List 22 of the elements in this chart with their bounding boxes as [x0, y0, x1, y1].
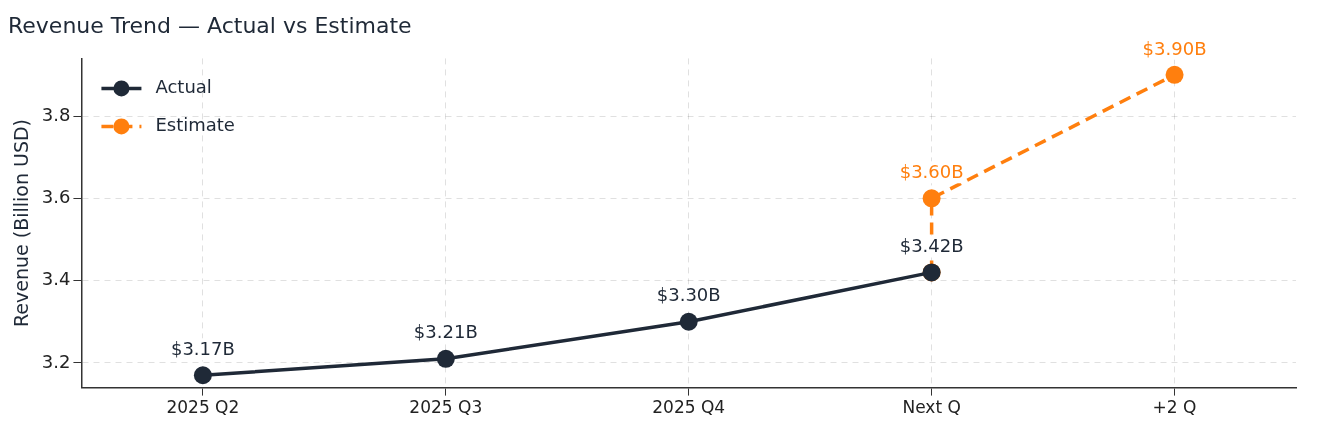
data-label: $3.60B [899, 160, 964, 182]
x-tick-label: 2025 Q3 [409, 397, 483, 418]
data-label: $3.30B [656, 284, 721, 306]
data-label: $3.90B [1142, 37, 1207, 59]
x-tick-label: 2025 Q2 [166, 397, 240, 418]
point [679, 312, 698, 331]
legend-label: Actual [155, 76, 212, 98]
y-tick-label: 3.2 [41, 350, 71, 372]
data-label: $3.17B [170, 337, 235, 359]
x-tick-label: +2 Q [1152, 397, 1197, 418]
point [436, 349, 455, 368]
point [193, 366, 212, 385]
data-label: $3.42B [899, 235, 964, 257]
x-tick-label: 2025 Q4 [652, 397, 726, 418]
x-tick-label: Next Q [902, 397, 961, 418]
chart-title: Revenue Trend — Actual vs Estimate [8, 12, 412, 38]
y-axis-title: Revenue (Billion USD) [10, 118, 33, 328]
legend-label: Estimate [155, 114, 235, 136]
y-tick-label: 3.8 [41, 103, 71, 125]
data-label: $3.21B [413, 321, 478, 343]
y-tick-label: 3.4 [41, 268, 71, 290]
y-tick-label: 3.6 [41, 185, 71, 207]
